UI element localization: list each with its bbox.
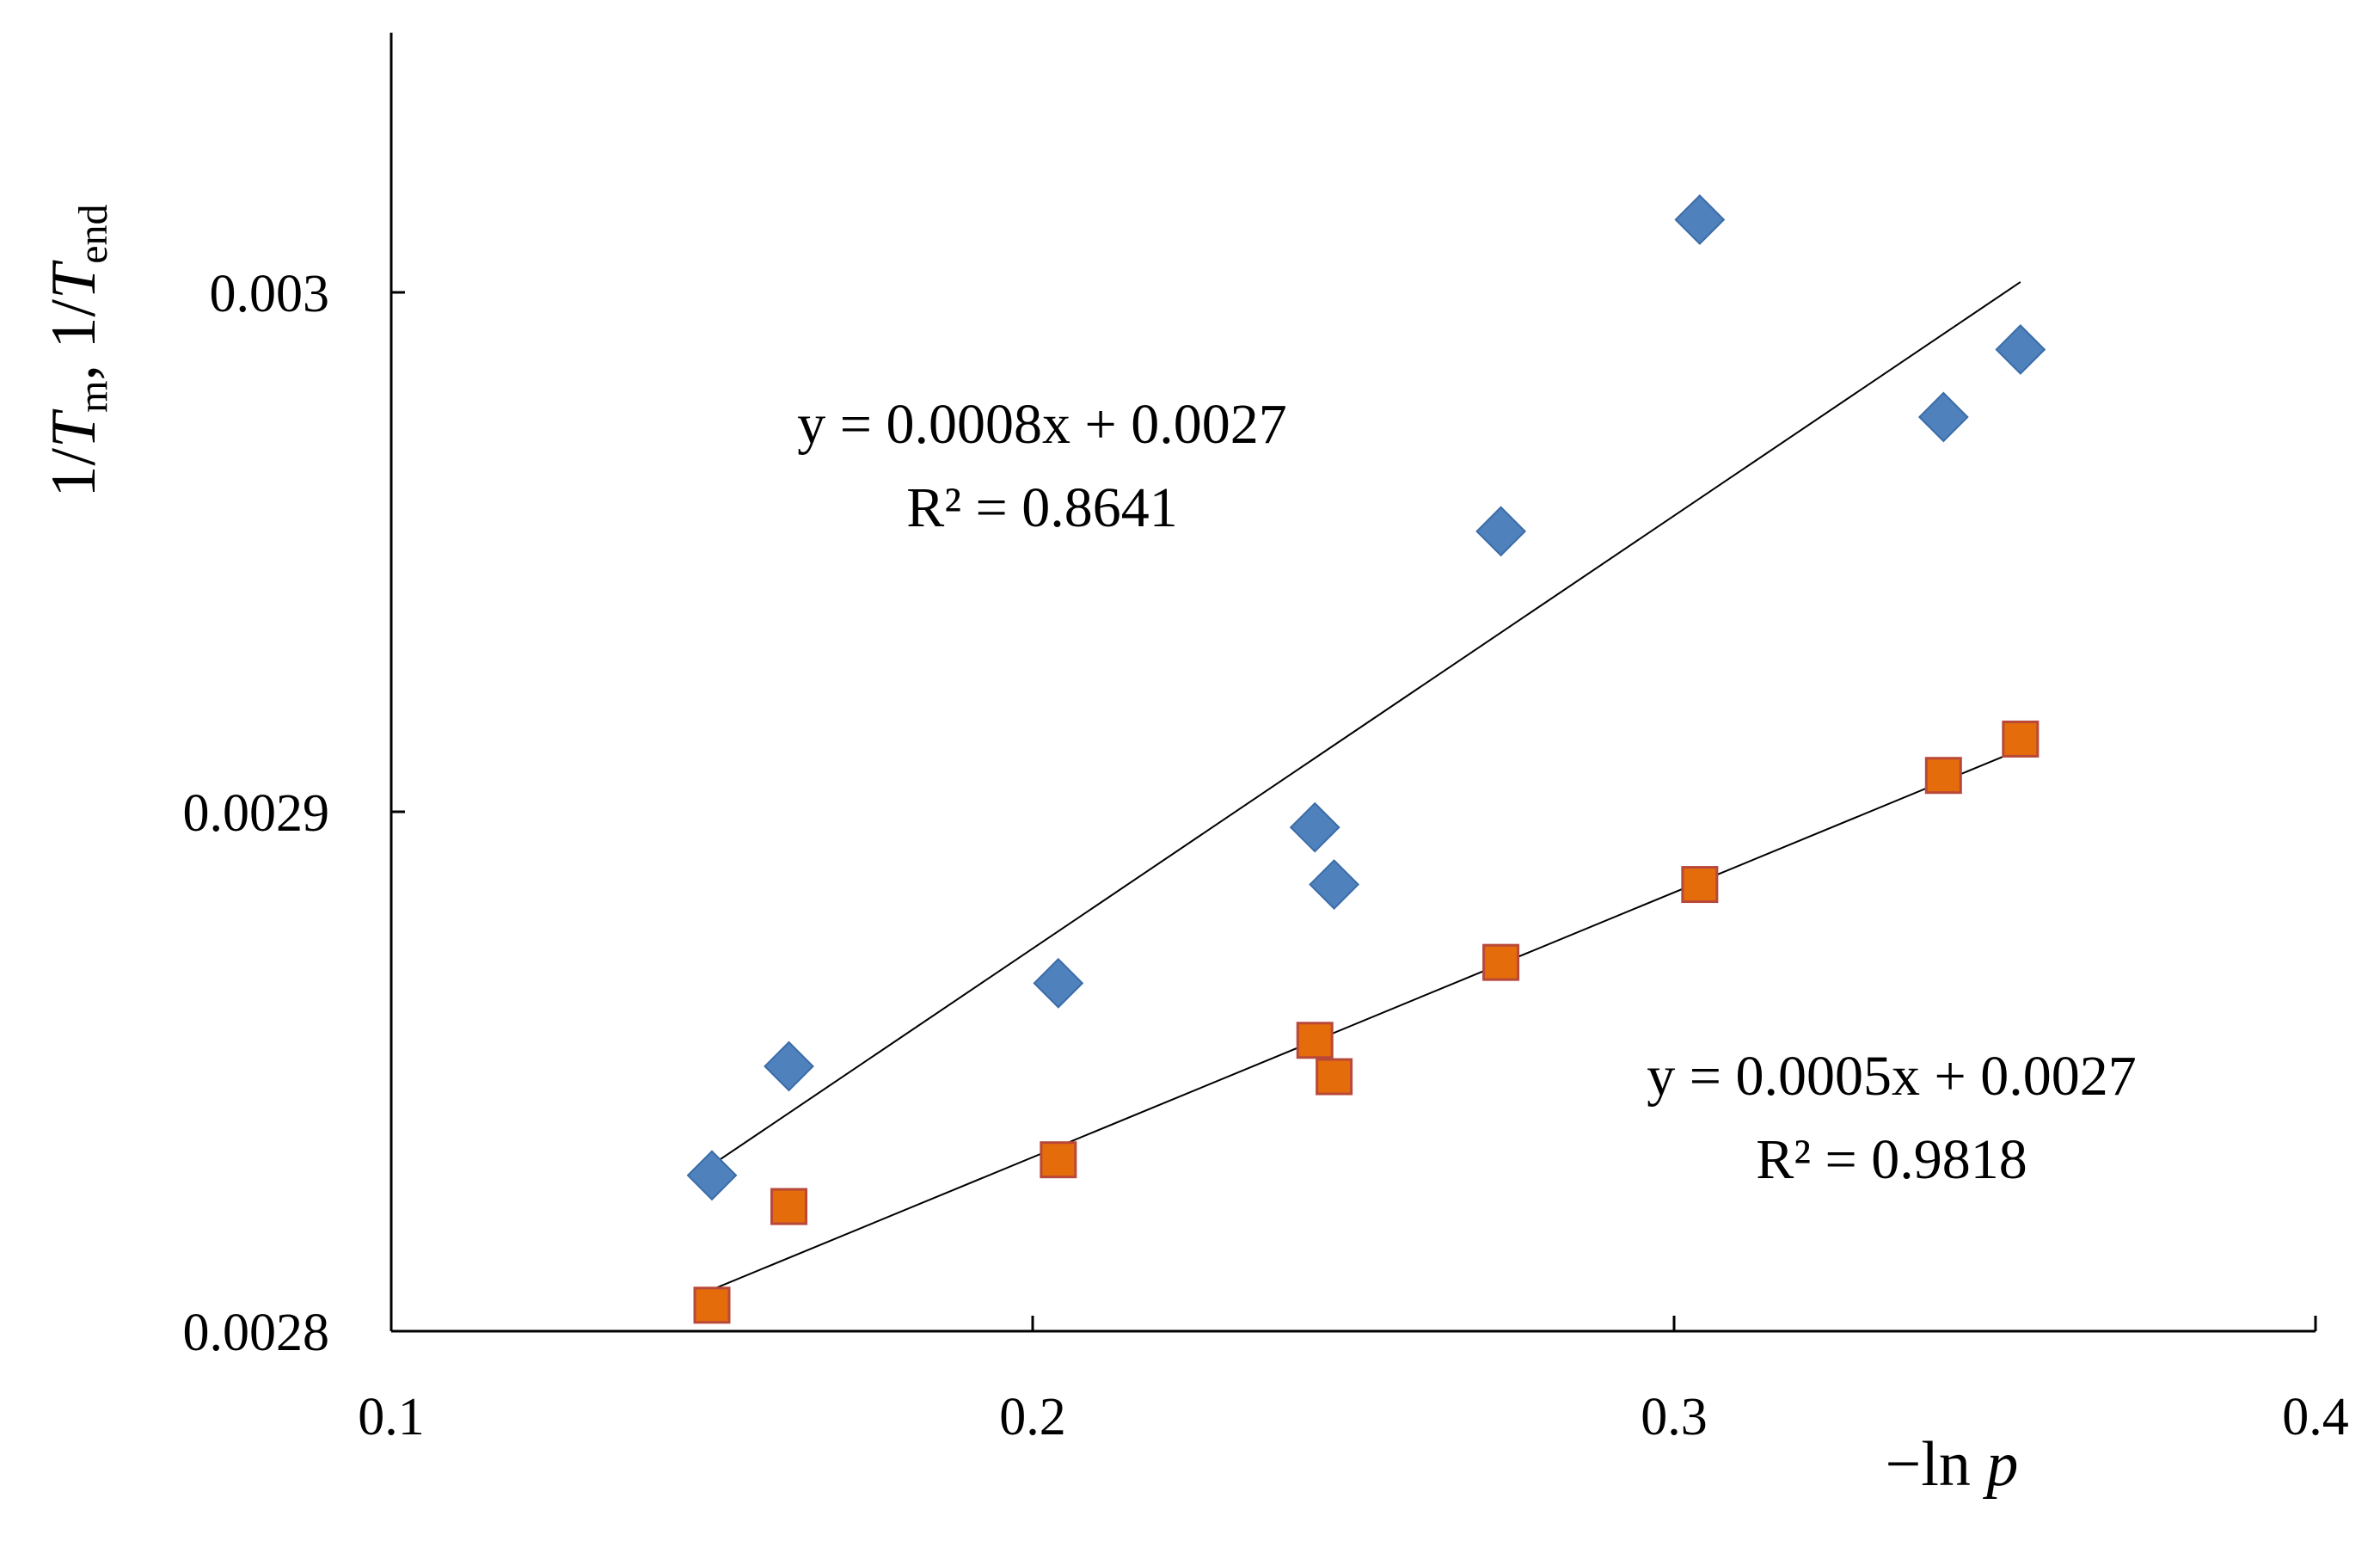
series-1-point — [1674, 194, 1726, 245]
series-2-point — [1316, 1058, 1353, 1096]
series-1-point — [1309, 859, 1360, 910]
series-2-point — [1482, 943, 1520, 981]
x-tick-label: 0.1 — [358, 1388, 425, 1446]
trendlines — [711, 281, 2021, 1291]
x-tick-label: 0.3 — [1641, 1388, 1708, 1446]
series-1-point — [686, 1150, 738, 1201]
x-axis-ticks: 0.1 0.2 0.3 0.4 — [358, 1316, 2349, 1446]
trendline-series-2 — [711, 748, 2021, 1291]
y-tick-label: 0.003 — [210, 265, 330, 323]
y-axis-title: 1/Tm, 1/Tend — [39, 204, 116, 497]
series-2-point — [693, 1286, 731, 1324]
series-1-point — [1917, 391, 1969, 443]
trendline-series-1 — [711, 281, 2021, 1166]
series-2-r2: R² = 0.9818 — [1756, 1128, 2027, 1191]
series-1-equation: y = 0.0008x + 0.0027 — [797, 393, 1286, 456]
y-axis-ticks: 0.0028 0.0029 0.003 — [183, 265, 405, 1362]
y-tick-label: 0.0028 — [183, 1304, 330, 1362]
x-tick-label: 0.2 — [999, 1388, 1066, 1446]
series-2-point — [1296, 1022, 1334, 1059]
series-2-point — [1681, 866, 1719, 904]
series-2-point — [1040, 1141, 1077, 1179]
series-1-point — [1289, 801, 1340, 853]
series-2-point — [770, 1188, 808, 1225]
series-1-point — [764, 1041, 814, 1092]
series-2-equation: y = 0.0005x + 0.0027 — [1647, 1045, 2136, 1108]
series-2-point — [1924, 757, 1962, 795]
x-tick-label: 0.4 — [2282, 1388, 2349, 1446]
series-1-point — [1995, 324, 2046, 375]
x-axis-title: −ln p — [1886, 1429, 2019, 1500]
series-1-r2: R² = 0.8641 — [906, 476, 1178, 539]
data-points — [686, 194, 2046, 1324]
y-tick-label: 0.0029 — [183, 784, 330, 843]
series-1-point — [1033, 957, 1084, 1009]
series-2-point — [2002, 720, 2040, 758]
series-1-point — [1475, 506, 1526, 557]
